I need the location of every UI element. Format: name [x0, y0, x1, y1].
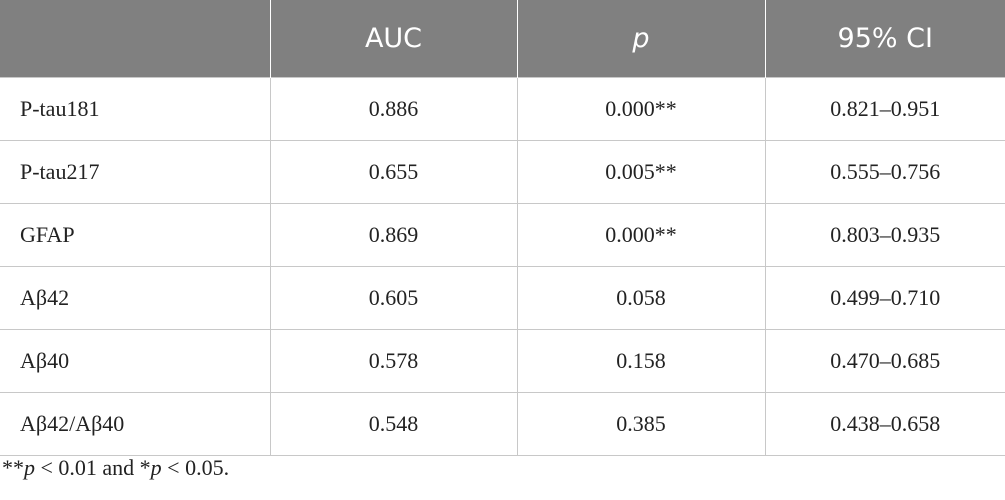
table-row: GFAP 0.869 0.000** 0.803–0.935 [0, 203, 1005, 267]
table-cell: Aβ42/Aβ40 [0, 392, 271, 456]
table-cell: P-tau181 [0, 77, 271, 141]
table-body: P-tau181 0.886 0.000** 0.821–0.951 P-tau217 0… [0, 77, 1005, 456]
table-row: Aβ40 0.578 0.158 0.470–0.685 [0, 329, 1005, 393]
header-cell: 95% CI [764, 0, 1005, 78]
footnote-part: p [24, 455, 35, 480]
table-cell: 0.000** [516, 203, 766, 267]
footnote-part: p [150, 455, 162, 480]
table-cell: P-tau217 [0, 140, 271, 204]
table-cell: 0.005** [516, 140, 766, 204]
results-table: AUC p 95% CI P-tau181 0.886 0.000** 0.821–0.9… [0, 0, 1005, 456]
table-cell: Aβ40 [0, 329, 271, 393]
table-row: Aβ42 0.605 0.058 0.499–0.710 [0, 266, 1005, 330]
table-cell: Aβ42 [0, 266, 271, 330]
table-cell: 0.869 [269, 203, 518, 267]
table-cell: 0.555–0.756 [764, 140, 1005, 204]
table-cell: 0.000** [516, 77, 766, 141]
header-cell [0, 0, 270, 78]
table-cell: 0.578 [269, 329, 518, 393]
table-cell: GFAP [0, 203, 271, 267]
table-cell: 0.058 [516, 266, 766, 330]
header-row: AUC p 95% CI [0, 0, 1005, 78]
footnote-part: ** [2, 455, 24, 480]
table-cell: 0.655 [269, 140, 518, 204]
table-cell: 0.499–0.710 [764, 266, 1005, 330]
table-row: P-tau217 0.655 0.005** 0.555–0.756 [0, 140, 1005, 204]
table-cell: 0.385 [516, 392, 766, 456]
header-cell: AUC [269, 0, 517, 78]
footnote-part: < 0.05. [161, 455, 230, 480]
table-cell: 0.803–0.935 [764, 203, 1005, 267]
table-cell: 0.470–0.685 [764, 329, 1005, 393]
table-cell: 0.438–0.658 [764, 392, 1005, 456]
table-cell: 0.886 [269, 77, 518, 141]
table-cell: 0.548 [269, 392, 518, 456]
footnote-part: < 0.01 and * [35, 455, 151, 480]
table-row: Aβ42/Aβ40 0.548 0.385 0.438–0.658 [0, 392, 1005, 456]
table-cell: 0.158 [516, 329, 766, 393]
footnote: **p < 0.01 and *p < 0.05. [2, 455, 229, 481]
table-row: P-tau181 0.886 0.000** 0.821–0.951 [0, 77, 1005, 141]
table-cell: 0.821–0.951 [764, 77, 1005, 141]
table-cell: 0.605 [269, 266, 518, 330]
header-cell: p [516, 0, 765, 78]
